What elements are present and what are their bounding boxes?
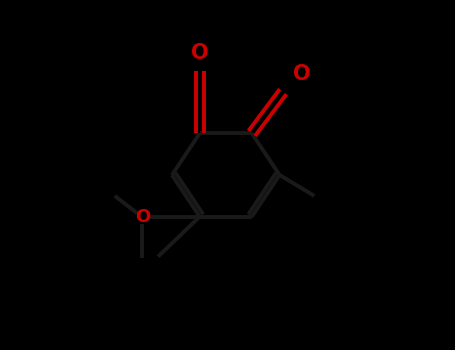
Text: O: O [135, 208, 150, 226]
Text: O: O [293, 64, 311, 84]
Text: O: O [191, 43, 208, 63]
